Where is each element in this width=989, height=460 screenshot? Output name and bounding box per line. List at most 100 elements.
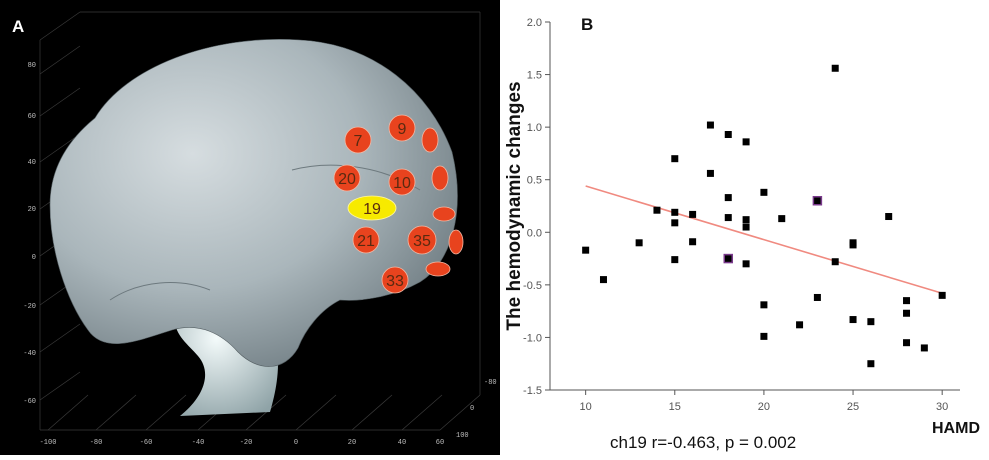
brain-x-tick-label: -40 — [192, 439, 205, 447]
brain-x-tick-label: 40 — [398, 439, 406, 447]
y-tick-label: 1.0 — [527, 122, 542, 134]
y-tick-label: -0.5 — [523, 280, 542, 292]
y-tick-label: 2.0 — [527, 17, 542, 29]
x-tick-label: 10 — [580, 401, 592, 413]
brain-figure: 80 60 40 20 0 -20 -40 -60 -100 -80 -60 -40 -20 0 20 40… — [0, 0, 500, 455]
y-tick-label: 0.5 — [527, 175, 542, 187]
brain-x-tick-label: 20 — [348, 439, 356, 447]
data-point — [903, 297, 911, 305]
brain-x-tick-label: 0 — [294, 439, 298, 447]
chart-axes — [549, 22, 960, 391]
data-point — [885, 213, 893, 221]
data-point — [689, 238, 697, 246]
data-point — [831, 64, 839, 72]
x-tick-label: 20 — [758, 401, 770, 413]
data-point — [689, 210, 697, 218]
fit-line — [585, 185, 943, 295]
channel-marker — [333, 164, 361, 192]
brain-y-tick-label: 80 — [28, 62, 36, 70]
brain-y-tick-label: 0 — [32, 254, 36, 262]
channel-label: 20 — [338, 171, 356, 188]
data-point — [706, 169, 714, 177]
data-point — [742, 260, 750, 268]
channel-label: 9 — [398, 121, 407, 138]
channel-marker — [407, 225, 437, 255]
channel-marker — [347, 195, 397, 221]
brain-x-tick-label: -20 — [240, 439, 253, 447]
brain-y-tick-label: 60 — [28, 113, 36, 121]
data-point — [742, 138, 750, 146]
data-point — [742, 223, 750, 231]
highlight-point — [812, 195, 823, 206]
data-point — [599, 276, 607, 284]
brain-y-tick-label: 40 — [28, 159, 36, 167]
data-point — [742, 216, 750, 224]
data-point — [867, 360, 875, 368]
data-point — [760, 301, 768, 309]
highlight-point — [723, 253, 734, 264]
data-point — [671, 155, 679, 163]
y-tick-label: 0.0 — [527, 227, 542, 239]
brain-y-tick-label: -60 — [23, 398, 36, 406]
y-tick-label: -1.5 — [523, 385, 542, 397]
brain-y-tick-label: -40 — [23, 350, 36, 358]
brain-panel: 80 60 40 20 0 -20 -40 -60 -100 -80 -60 -40 -20 0 20 40… — [0, 0, 500, 455]
brain-z-ticks: -80 0 100 — [456, 379, 497, 440]
x-tick-label: 25 — [847, 401, 859, 413]
brain-x-tick-label: -100 — [40, 439, 57, 447]
data-point — [706, 121, 714, 129]
data-point — [671, 256, 679, 264]
data-point — [724, 194, 732, 202]
correlation-stat: ch19 r=-0.463, p = 0.002 — [610, 433, 796, 452]
data-point — [653, 206, 661, 214]
brain-x-tick-label: -60 — [140, 439, 153, 447]
scatter-chart: B 2.0 1.5 1.0 0.5 0.0 -0.5 -1.0 -1.5 10 15 20 25 30… — [504, 15, 980, 452]
channel-label: 35 — [413, 233, 431, 250]
channel-marker — [344, 126, 372, 154]
data-point — [796, 321, 804, 329]
channel-label: 19 — [363, 201, 381, 218]
channel-label: 10 — [393, 175, 411, 192]
brain-y-tick-label: 20 — [28, 206, 36, 214]
channel-marker — [381, 266, 409, 294]
channel-marker-unlabeled — [448, 229, 464, 255]
data-point — [813, 197, 821, 205]
data-point — [903, 339, 911, 347]
data-point — [831, 258, 839, 266]
sulcus-line — [109, 282, 211, 301]
channel-marker-unlabeled — [431, 165, 449, 191]
y-tick-label: -1.0 — [523, 332, 542, 344]
brain-hemisphere — [49, 39, 458, 367]
data-points — [582, 64, 946, 368]
brain-z-tick-label: -80 — [484, 379, 497, 387]
data-point — [760, 188, 768, 196]
regression-line — [585, 185, 943, 295]
channel-label: 21 — [357, 233, 375, 250]
channel-marker — [352, 226, 380, 254]
data-point — [724, 214, 732, 222]
y-tick-label: 1.5 — [527, 70, 542, 82]
channel-marker-unlabeled — [432, 206, 456, 222]
x-axis-label: HAMD — [932, 420, 980, 437]
data-point — [813, 293, 821, 301]
brain-z-tick-label: 0 — [470, 405, 474, 413]
x-tick-label: 15 — [669, 401, 681, 413]
x-tick-label: 30 — [936, 401, 948, 413]
data-point — [671, 208, 679, 216]
data-point — [867, 318, 875, 326]
data-point — [582, 246, 590, 254]
brain-z-tick-label: 100 — [456, 432, 469, 440]
channel-label: 7 — [354, 133, 363, 150]
channel-markers: 7 9 20 10 19 21 35 33 — [333, 114, 464, 294]
brain-y-ticks: 80 60 40 20 0 -20 -40 -60 — [23, 62, 36, 406]
data-point — [938, 291, 946, 299]
brain-x-tick-label: -80 — [90, 439, 103, 447]
data-point — [920, 344, 928, 352]
x-axis-ticks: 10 15 20 25 30 — [580, 390, 948, 413]
data-point — [760, 332, 768, 340]
channel-marker — [388, 114, 416, 142]
data-point — [849, 241, 857, 249]
y-axis-label: The hemodynamic changes — [504, 81, 525, 330]
brain-x-tick-label: 60 — [436, 439, 444, 447]
data-point — [903, 309, 911, 317]
